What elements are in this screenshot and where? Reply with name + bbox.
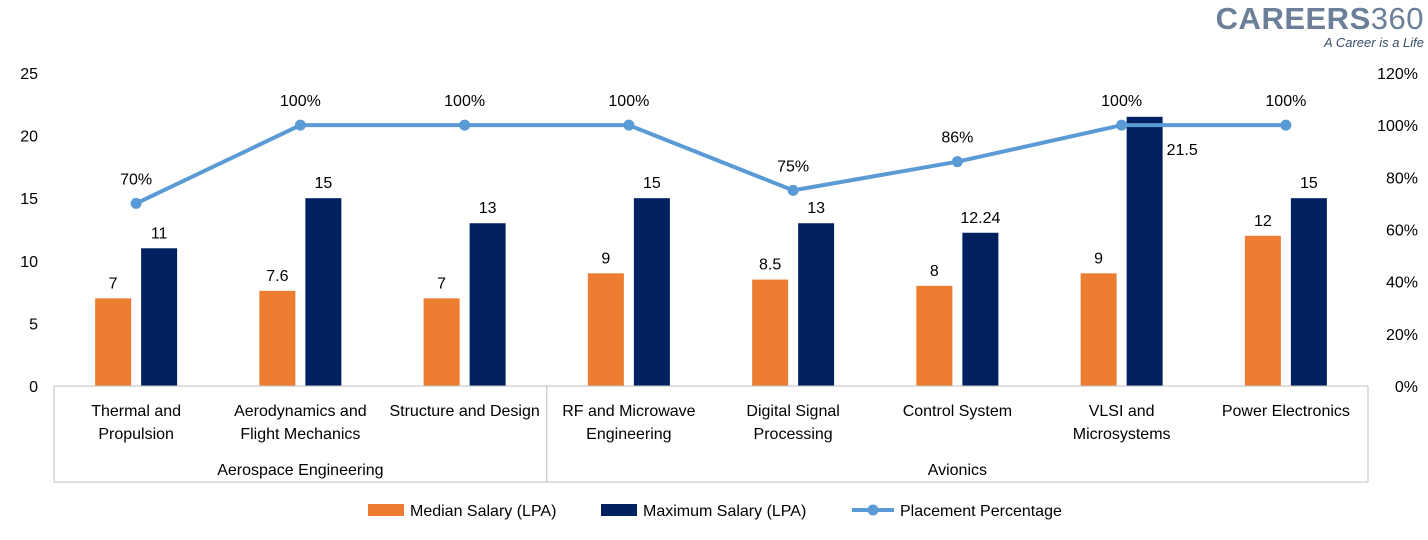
- placement-point: [787, 184, 799, 196]
- category-label: Thermal and: [91, 403, 181, 420]
- bar-maximum: [305, 198, 342, 386]
- category-label: Engineering: [586, 426, 671, 443]
- legend-label: Maximum Salary (LPA): [643, 503, 806, 520]
- bar-maximum: [141, 248, 178, 386]
- right-axis-tick-label: 60%: [1386, 223, 1418, 240]
- bar-data-label: 15: [1300, 175, 1318, 192]
- right-axis-tick-label: 100%: [1377, 118, 1418, 135]
- placement-point: [1116, 119, 1128, 131]
- legend-label: Placement Percentage: [900, 503, 1062, 520]
- left-axis-tick-label: 5: [29, 316, 38, 333]
- placement-data-label: 70%: [120, 171, 152, 188]
- bar-data-label: 21.5: [1167, 142, 1198, 159]
- bar-median: [259, 290, 296, 386]
- category-label: Propulsion: [98, 426, 174, 443]
- placement-point: [951, 156, 963, 168]
- placement-point: [623, 119, 635, 131]
- bar-maximum: [1126, 116, 1163, 386]
- left-axis-tick-label: 15: [20, 191, 38, 208]
- bar-data-label: 9: [1094, 250, 1103, 267]
- bar-median: [752, 279, 789, 386]
- placement-line: [135, 123, 1286, 206]
- right-axis-tick-label: 80%: [1386, 170, 1418, 187]
- left-axis-tick-label: 0: [29, 379, 38, 396]
- bar-median: [95, 298, 132, 386]
- category-label: Structure and Design: [389, 403, 539, 420]
- placement-point: [130, 197, 142, 209]
- logo-tagline: A Career is a Life: [1324, 35, 1424, 50]
- placement-data-label: 100%: [280, 93, 321, 110]
- left-axis-tick-label: 20: [20, 129, 38, 146]
- placement-data-label: 100%: [1265, 93, 1306, 110]
- legend-swatch-median: [368, 504, 404, 516]
- bar-data-label: 9: [601, 250, 610, 267]
- bar-maximum: [633, 198, 670, 386]
- group-label: Avionics: [928, 462, 987, 479]
- bar-median: [423, 298, 460, 386]
- category-label: Processing: [754, 426, 833, 443]
- legend-swatch-placement-point: [867, 504, 879, 516]
- placement-point: [459, 119, 471, 131]
- placement-data-label: 100%: [1101, 93, 1142, 110]
- category-label: Control System: [903, 403, 1012, 420]
- bar-data-label: 15: [314, 175, 332, 192]
- bar-median: [1080, 273, 1117, 386]
- legend-swatch-maximum: [601, 504, 637, 516]
- left-axis-tick-label: 10: [20, 254, 38, 271]
- placement-data-label: 100%: [444, 93, 485, 110]
- bar-maximum: [798, 223, 835, 386]
- bar-data-label: 12.24: [960, 210, 1000, 227]
- bar-data-label: 13: [479, 200, 497, 217]
- bar-maximum: [469, 223, 506, 386]
- bar-maximum: [962, 232, 999, 386]
- placement-data-label: 100%: [608, 93, 649, 110]
- right-axis-tick-label: 20%: [1386, 327, 1418, 344]
- logo-brand: CAREERS: [1215, 1, 1371, 36]
- placement-data-label: 86%: [941, 130, 973, 147]
- bar-data-label: 12: [1254, 213, 1272, 230]
- logo-number: 360: [1370, 1, 1424, 36]
- bar-median: [587, 273, 624, 386]
- right-axis-tick-label: 40%: [1386, 275, 1418, 292]
- bar-median: [916, 285, 953, 386]
- placement-data-label: 75%: [777, 158, 809, 175]
- category-label: Power Electronics: [1222, 403, 1350, 420]
- bar-data-label: 7: [109, 275, 118, 292]
- bar-data-label: 7: [437, 275, 446, 292]
- bar-data-label: 8: [930, 263, 939, 280]
- bar-data-label: 15: [643, 175, 661, 192]
- category-label: RF and Microwave: [562, 403, 695, 420]
- bar-data-label: 7.6: [266, 268, 288, 285]
- placement-point: [294, 119, 306, 131]
- right-axis-tick-label: 0%: [1395, 379, 1418, 396]
- bar-data-label: 11: [151, 225, 168, 242]
- bar-median: [1244, 235, 1281, 386]
- bar-data-label: 13: [807, 200, 825, 217]
- bar-maximum: [1290, 198, 1327, 386]
- left-axis-tick-label: 25: [20, 66, 38, 83]
- group-label: Aerospace Engineering: [217, 462, 383, 479]
- careers360-logo: CAREERS360 A Career is a Life: [1216, 2, 1424, 50]
- category-label: Digital Signal: [746, 403, 839, 420]
- right-axis-tick-label: 120%: [1377, 66, 1418, 83]
- placement-point: [1280, 119, 1292, 131]
- logo-wordmark: CAREERS360: [1216, 2, 1424, 36]
- category-label: Aerodynamics and: [234, 403, 367, 420]
- category-label: Flight Mechanics: [240, 426, 360, 443]
- category-label: Microsystems: [1073, 426, 1171, 443]
- category-label: VLSI and: [1089, 403, 1155, 420]
- legend-label: Median Salary (LPA): [410, 503, 556, 520]
- bar-data-label: 8.5: [759, 257, 781, 274]
